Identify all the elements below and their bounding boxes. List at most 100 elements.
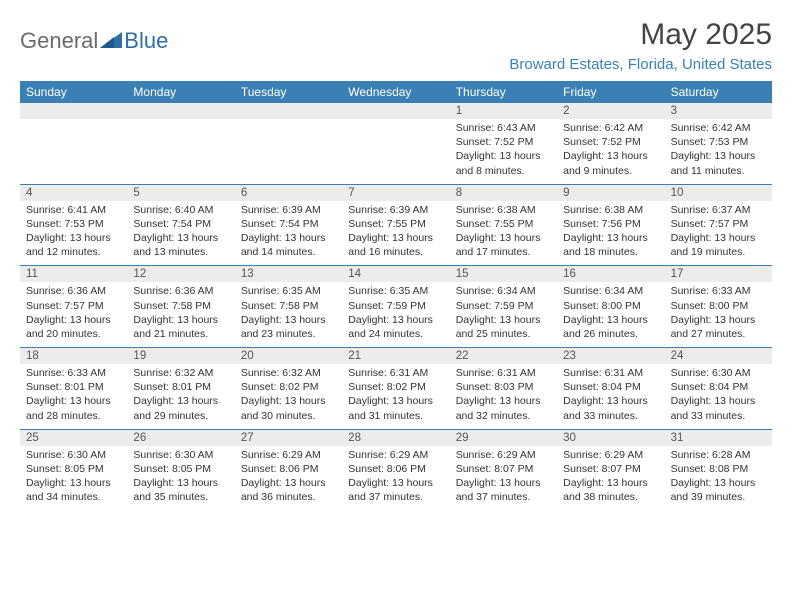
date-number: 2 <box>557 103 664 119</box>
day-header-cell: Tuesday <box>235 81 342 103</box>
month-title: May 2025 <box>509 18 772 52</box>
day-cell: Sunrise: 6:31 AMSunset: 8:02 PMDaylight:… <box>342 364 449 429</box>
date-number: 19 <box>127 348 234 364</box>
date-number: 8 <box>450 185 557 201</box>
detail-row: Sunrise: 6:33 AMSunset: 8:01 PMDaylight:… <box>20 364 772 429</box>
day-header-cell: Monday <box>127 81 234 103</box>
day-header-row: SundayMondayTuesdayWednesdayThursdayFrid… <box>20 81 772 103</box>
logo-text-general: General <box>20 28 98 54</box>
date-number: 22 <box>450 348 557 364</box>
date-number: 25 <box>20 430 127 446</box>
date-number: 27 <box>235 430 342 446</box>
date-number: 26 <box>127 430 234 446</box>
date-number-row: 25262728293031 <box>20 430 772 446</box>
date-number: 29 <box>450 430 557 446</box>
date-number: 31 <box>665 430 772 446</box>
date-number: 18 <box>20 348 127 364</box>
date-number-row: 18192021222324 <box>20 348 772 364</box>
date-number <box>235 103 342 119</box>
date-number: 7 <box>342 185 449 201</box>
day-cell: Sunrise: 6:43 AMSunset: 7:52 PMDaylight:… <box>450 119 557 184</box>
week-row: 123Sunrise: 6:43 AMSunset: 7:52 PMDaylig… <box>20 103 772 185</box>
day-cell: Sunrise: 6:42 AMSunset: 7:53 PMDaylight:… <box>665 119 772 184</box>
date-number <box>20 103 127 119</box>
date-number: 11 <box>20 266 127 282</box>
logo: General Blue <box>20 28 168 54</box>
date-number: 20 <box>235 348 342 364</box>
day-header-cell: Sunday <box>20 81 127 103</box>
date-number: 13 <box>235 266 342 282</box>
day-cell: Sunrise: 6:40 AMSunset: 7:54 PMDaylight:… <box>127 201 234 266</box>
detail-row: Sunrise: 6:30 AMSunset: 8:05 PMDaylight:… <box>20 446 772 511</box>
day-cell: Sunrise: 6:35 AMSunset: 7:59 PMDaylight:… <box>342 282 449 347</box>
day-header-cell: Wednesday <box>342 81 449 103</box>
day-cell <box>342 119 449 184</box>
date-number-row: 11121314151617 <box>20 266 772 282</box>
date-number: 17 <box>665 266 772 282</box>
date-number: 23 <box>557 348 664 364</box>
day-cell: Sunrise: 6:32 AMSunset: 8:01 PMDaylight:… <box>127 364 234 429</box>
day-cell: Sunrise: 6:30 AMSunset: 8:05 PMDaylight:… <box>127 446 234 511</box>
day-header-cell: Thursday <box>450 81 557 103</box>
day-cell: Sunrise: 6:39 AMSunset: 7:54 PMDaylight:… <box>235 201 342 266</box>
calendar: SundayMondayTuesdayWednesdayThursdayFrid… <box>20 81 772 510</box>
date-number: 28 <box>342 430 449 446</box>
date-number: 15 <box>450 266 557 282</box>
day-cell: Sunrise: 6:36 AMSunset: 7:58 PMDaylight:… <box>127 282 234 347</box>
header: General Blue May 2025 Broward Estates, F… <box>20 18 772 73</box>
day-cell: Sunrise: 6:31 AMSunset: 8:04 PMDaylight:… <box>557 364 664 429</box>
day-cell: Sunrise: 6:39 AMSunset: 7:55 PMDaylight:… <box>342 201 449 266</box>
logo-text-blue: Blue <box>124 28 168 54</box>
day-cell: Sunrise: 6:38 AMSunset: 7:55 PMDaylight:… <box>450 201 557 266</box>
date-number: 1 <box>450 103 557 119</box>
day-cell: Sunrise: 6:34 AMSunset: 8:00 PMDaylight:… <box>557 282 664 347</box>
date-number-row: 45678910 <box>20 185 772 201</box>
detail-row: Sunrise: 6:41 AMSunset: 7:53 PMDaylight:… <box>20 201 772 266</box>
day-cell: Sunrise: 6:30 AMSunset: 8:04 PMDaylight:… <box>665 364 772 429</box>
day-header-cell: Friday <box>557 81 664 103</box>
week-row: 25262728293031Sunrise: 6:30 AMSunset: 8:… <box>20 430 772 511</box>
detail-row: Sunrise: 6:36 AMSunset: 7:57 PMDaylight:… <box>20 282 772 347</box>
logo-triangle-icon <box>100 30 122 53</box>
day-cell: Sunrise: 6:29 AMSunset: 8:06 PMDaylight:… <box>235 446 342 511</box>
day-cell: Sunrise: 6:35 AMSunset: 7:58 PMDaylight:… <box>235 282 342 347</box>
day-cell: Sunrise: 6:31 AMSunset: 8:03 PMDaylight:… <box>450 364 557 429</box>
day-cell <box>127 119 234 184</box>
date-number-row: 123 <box>20 103 772 119</box>
day-cell: Sunrise: 6:38 AMSunset: 7:56 PMDaylight:… <box>557 201 664 266</box>
day-cell: Sunrise: 6:29 AMSunset: 8:07 PMDaylight:… <box>557 446 664 511</box>
date-number: 14 <box>342 266 449 282</box>
date-number: 30 <box>557 430 664 446</box>
date-number: 16 <box>557 266 664 282</box>
date-number: 9 <box>557 185 664 201</box>
week-row: 45678910Sunrise: 6:41 AMSunset: 7:53 PMD… <box>20 185 772 267</box>
date-number: 3 <box>665 103 772 119</box>
day-cell: Sunrise: 6:41 AMSunset: 7:53 PMDaylight:… <box>20 201 127 266</box>
day-cell: Sunrise: 6:33 AMSunset: 8:00 PMDaylight:… <box>665 282 772 347</box>
day-cell: Sunrise: 6:30 AMSunset: 8:05 PMDaylight:… <box>20 446 127 511</box>
day-cell: Sunrise: 6:29 AMSunset: 8:06 PMDaylight:… <box>342 446 449 511</box>
day-cell: Sunrise: 6:32 AMSunset: 8:02 PMDaylight:… <box>235 364 342 429</box>
location-label: Broward Estates, Florida, United States <box>509 56 772 73</box>
date-number: 4 <box>20 185 127 201</box>
day-cell: Sunrise: 6:36 AMSunset: 7:57 PMDaylight:… <box>20 282 127 347</box>
title-block: May 2025 Broward Estates, Florida, Unite… <box>509 18 772 73</box>
date-number: 12 <box>127 266 234 282</box>
date-number <box>127 103 234 119</box>
day-cell: Sunrise: 6:28 AMSunset: 8:08 PMDaylight:… <box>665 446 772 511</box>
date-number: 5 <box>127 185 234 201</box>
day-cell <box>20 119 127 184</box>
date-number: 10 <box>665 185 772 201</box>
week-row: 11121314151617Sunrise: 6:36 AMSunset: 7:… <box>20 266 772 348</box>
date-number: 6 <box>235 185 342 201</box>
date-number: 24 <box>665 348 772 364</box>
date-number: 21 <box>342 348 449 364</box>
day-header-cell: Saturday <box>665 81 772 103</box>
day-cell: Sunrise: 6:37 AMSunset: 7:57 PMDaylight:… <box>665 201 772 266</box>
day-cell: Sunrise: 6:34 AMSunset: 7:59 PMDaylight:… <box>450 282 557 347</box>
day-cell <box>235 119 342 184</box>
week-row: 18192021222324Sunrise: 6:33 AMSunset: 8:… <box>20 348 772 430</box>
day-cell: Sunrise: 6:33 AMSunset: 8:01 PMDaylight:… <box>20 364 127 429</box>
detail-row: Sunrise: 6:43 AMSunset: 7:52 PMDaylight:… <box>20 119 772 184</box>
date-number <box>342 103 449 119</box>
